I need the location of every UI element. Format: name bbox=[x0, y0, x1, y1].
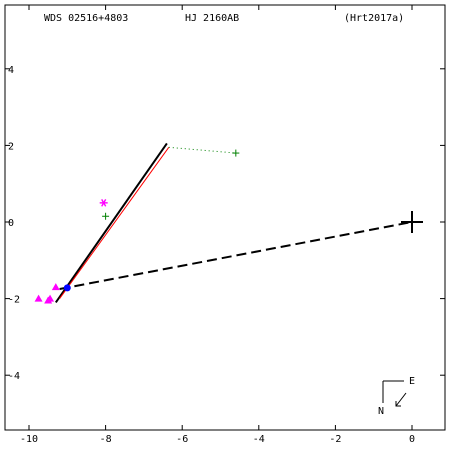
compass: E N bbox=[378, 376, 415, 417]
plot-frame bbox=[4, 4, 446, 431]
axis-ticks: -10 -8 -6 -4 -2 0 4 2 0 -2 -4 bbox=[5, 5, 445, 445]
y-tick-label: 4 bbox=[8, 65, 14, 76]
header-right: (Hrt2017a) bbox=[344, 13, 404, 24]
triangle-point bbox=[51, 283, 60, 291]
x-tick-label: -10 bbox=[20, 434, 38, 445]
orbit-series bbox=[54, 142, 168, 304]
x-tick-label: -6 bbox=[176, 434, 188, 445]
y-tick-label: -4 bbox=[8, 371, 20, 382]
x-tick-label: 0 bbox=[409, 434, 415, 445]
header-left: WDS 02516+4803 bbox=[44, 13, 128, 24]
x-tick-label: -8 bbox=[100, 434, 112, 445]
y-tick-label: 2 bbox=[8, 141, 14, 152]
y-tick-label: -2 bbox=[8, 295, 20, 306]
dot-point bbox=[63, 284, 71, 292]
dotted-line-series bbox=[168, 146, 236, 154]
compass-arrow-shaft bbox=[395, 392, 407, 407]
origin-marker bbox=[401, 211, 423, 233]
dashed-line-series bbox=[59, 221, 413, 291]
x-tick-label: -2 bbox=[329, 434, 341, 445]
orbit-series bbox=[59, 147, 170, 299]
compass-east-label: E bbox=[409, 376, 415, 387]
asterisk-stroke bbox=[101, 199, 107, 207]
plus-point bbox=[232, 149, 240, 157]
compass-arrow-head bbox=[395, 401, 401, 407]
y-tick-label: 0 bbox=[8, 218, 14, 229]
triangle-point bbox=[34, 294, 43, 302]
header-center: HJ 2160AB bbox=[185, 13, 239, 24]
triangle-point bbox=[44, 296, 53, 304]
asterisk-point bbox=[99, 199, 108, 207]
chart-marks bbox=[34, 142, 423, 304]
plus-point bbox=[102, 212, 110, 220]
compass-north-label: N bbox=[378, 406, 384, 417]
x-tick-label: -4 bbox=[253, 434, 265, 445]
